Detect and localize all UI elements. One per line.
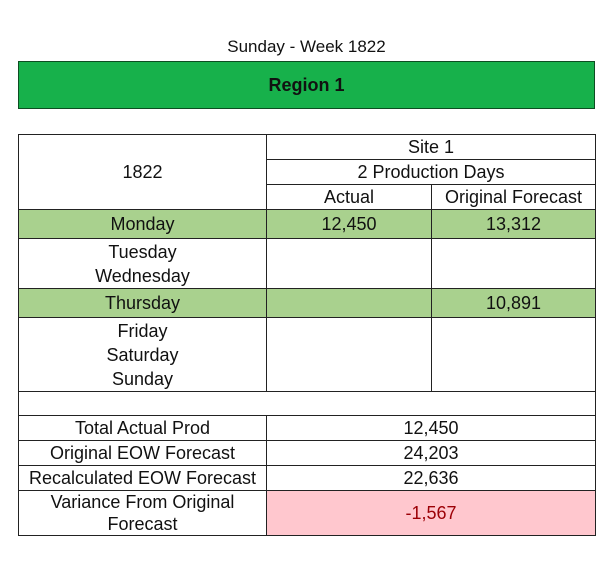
actual-column-header: Actual bbox=[266, 184, 432, 210]
original-eow-label: Original EOW Forecast bbox=[18, 440, 267, 466]
variance-row: Variance From Original Forecast -1,567 bbox=[18, 490, 596, 536]
forecast-value-tue-wed bbox=[431, 238, 596, 289]
variance-value: -1,567 bbox=[266, 490, 596, 536]
production-table: 1822 Site 1 2 Production Days Actual Ori… bbox=[18, 134, 596, 536]
header-row-days: 2 Production Days bbox=[19, 159, 596, 185]
page-title: Sunday - Week 1822 bbox=[227, 37, 386, 56]
forecast-value-thursday: 10,891 bbox=[431, 288, 596, 318]
week-cell: 1822 bbox=[18, 134, 267, 210]
recalculated-eow-row: Recalculated EOW Forecast 22,636 bbox=[18, 465, 596, 491]
original-eow-value: 24,203 bbox=[266, 440, 596, 466]
original-eow-row: Original EOW Forecast 24,203 bbox=[18, 440, 596, 466]
actual-value-thursday bbox=[266, 288, 432, 318]
actual-value-monday: 12,450 bbox=[266, 209, 432, 239]
day-label-monday: Monday bbox=[18, 209, 267, 239]
header-row-columns: Actual Original Forecast bbox=[19, 184, 596, 210]
total-actual-value: 12,450 bbox=[266, 415, 596, 441]
production-days-header: 2 Production Days bbox=[266, 159, 596, 185]
region-header: Region 1 bbox=[18, 61, 595, 109]
site-header: Site 1 bbox=[266, 134, 596, 160]
table-row-fri-sun: Friday Saturday Sunday bbox=[18, 317, 596, 392]
table-row-monday: Monday 12,450 13,312 bbox=[18, 209, 596, 239]
day-label-friday: Friday bbox=[117, 320, 168, 341]
spacer-row bbox=[18, 391, 596, 416]
day-label-saturday: Saturday bbox=[106, 344, 179, 365]
actual-value-tue-wed bbox=[266, 238, 432, 289]
total-actual-label: Total Actual Prod bbox=[18, 415, 267, 441]
header-row-site: 1822 Site 1 bbox=[18, 134, 596, 210]
day-label-group: Tuesday Wednesday bbox=[18, 238, 267, 289]
day-label-sunday: Sunday bbox=[111, 368, 174, 389]
variance-label: Variance From Original Forecast bbox=[18, 490, 267, 536]
day-label-group: Friday Saturday Sunday bbox=[18, 317, 267, 392]
table-row-thursday: Thursday 10,891 bbox=[18, 288, 596, 318]
forecast-value-fri-sun bbox=[431, 317, 596, 392]
forecast-value-monday: 13,312 bbox=[431, 209, 596, 239]
day-label-tuesday: Tuesday bbox=[108, 241, 177, 262]
recalculated-eow-label: Recalculated EOW Forecast bbox=[18, 465, 267, 491]
forecast-column-header: Original Forecast bbox=[431, 184, 596, 210]
day-label-wednesday: Wednesday bbox=[95, 265, 190, 286]
actual-value-fri-sun bbox=[266, 317, 432, 392]
table-row-tue-wed: Tuesday Wednesday bbox=[18, 238, 596, 289]
spacer-cell bbox=[18, 391, 596, 416]
day-label-thursday: Thursday bbox=[18, 288, 267, 318]
recalculated-eow-value: 22,636 bbox=[266, 465, 596, 491]
total-actual-row: Total Actual Prod 12,450 bbox=[18, 415, 596, 441]
